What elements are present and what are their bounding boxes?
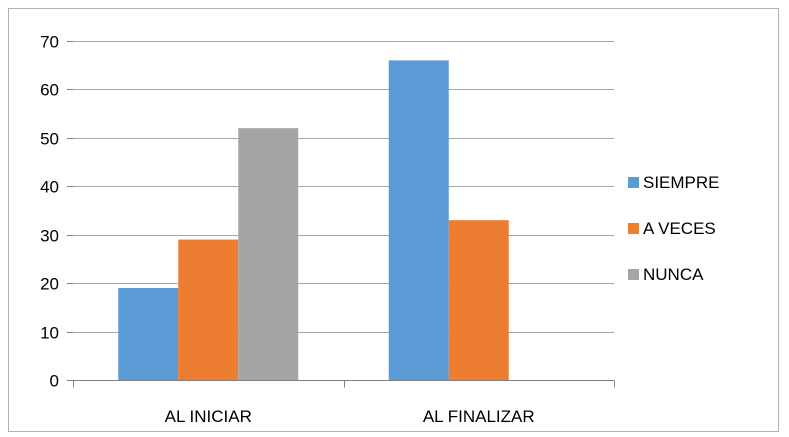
axes [67,41,615,388]
y-tick-label: 30 [40,227,59,246]
x-category-labels: AL INICIAR AL FINALIZAR [165,407,535,426]
legend-swatch [628,269,639,280]
legend-label: SIEMPRE [643,173,720,192]
y-tick-labels: 0 10 20 30 40 50 60 70 [40,33,59,391]
legend-swatch [628,177,639,188]
y-tick-label: 0 [50,372,59,391]
bar-a-veces [178,239,239,380]
x-category-label: AL FINALIZAR [423,407,535,426]
bar-siempre [118,287,179,380]
y-tick-label: 10 [40,324,59,343]
y-tick-label: 60 [40,81,59,100]
legend-label: A VECES [643,219,716,238]
bars [118,60,509,380]
bar-siempre [388,60,449,380]
y-tick-label: 40 [40,178,59,197]
y-tick-label: 20 [40,275,59,294]
bar-nunca [238,128,299,380]
y-tick-label: 70 [40,33,59,52]
legend: SIEMPRE A VECES NUNCA [628,173,720,284]
bar-a-veces [448,220,509,380]
y-tick-label: 50 [40,130,59,149]
legend-swatch [628,223,639,234]
x-category-label: AL INICIAR [165,407,252,426]
legend-label: NUNCA [643,265,704,284]
